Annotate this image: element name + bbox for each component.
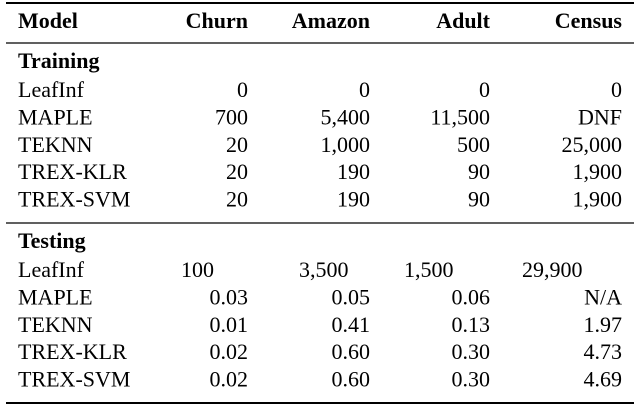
column-header: Churn	[186, 8, 248, 33]
cell: 0.41	[332, 312, 371, 337]
cell: 20	[226, 159, 248, 184]
cell: 4.69	[584, 367, 623, 392]
row-label: LeafInf	[18, 257, 85, 282]
cell: 0.05	[332, 284, 371, 309]
cell: 0.01	[210, 312, 249, 337]
row-label: TREX-SVM	[18, 367, 130, 392]
cell: 29,900	[522, 257, 583, 282]
cell: 4.73	[584, 339, 623, 364]
section-title: Training	[18, 48, 100, 73]
cell: 90	[468, 159, 490, 184]
row-label: TREX-SVM	[18, 187, 130, 212]
cell: 190	[337, 159, 370, 184]
cell: 190	[337, 187, 370, 212]
cell: 1,000	[321, 132, 371, 157]
cell: 20	[226, 187, 248, 212]
cell: 0.30	[452, 367, 491, 392]
cell: 5,400	[321, 104, 371, 129]
cell: 1,900	[573, 187, 623, 212]
cell: 20	[226, 132, 248, 157]
cell: 100	[181, 257, 214, 282]
cell: 90	[468, 187, 490, 212]
column-header: Amazon	[292, 8, 370, 33]
row-label: TREX-KLR	[18, 339, 127, 364]
cell: 0.60	[332, 339, 371, 364]
row-label: TREX-KLR	[18, 159, 127, 184]
row-label: MAPLE	[18, 284, 93, 309]
column-header: Adult	[436, 8, 490, 33]
row-label: TEKNN	[18, 132, 93, 157]
cell: 1,500	[404, 257, 454, 282]
cell: 0	[237, 77, 248, 102]
cell: 1.97	[584, 312, 623, 337]
column-header: Model	[18, 8, 78, 33]
cell: 500	[457, 132, 490, 157]
cell: 0	[479, 77, 490, 102]
cell: 0	[359, 77, 370, 102]
row-label: MAPLE	[18, 104, 93, 129]
cell: 11,500	[430, 104, 490, 129]
cell: DNF	[578, 104, 622, 129]
cell: 0.06	[452, 284, 491, 309]
cell: 0.13	[452, 312, 491, 337]
row-label: LeafInf	[18, 77, 85, 102]
cell: N/A	[584, 284, 622, 309]
cell: 25,000	[562, 132, 623, 157]
cell: 0.02	[210, 367, 249, 392]
cell: 0.03	[210, 284, 249, 309]
cell: 0.60	[332, 367, 371, 392]
section-title: Testing	[18, 228, 86, 253]
cell: 1,900	[573, 159, 623, 184]
column-header: Census	[555, 8, 623, 33]
cell: 700	[215, 104, 248, 129]
cell: 0.02	[210, 339, 249, 364]
cell: 0	[611, 77, 622, 102]
cell: 0.30	[452, 339, 491, 364]
cell: 3,500	[299, 257, 349, 282]
row-label: TEKNN	[18, 312, 93, 337]
